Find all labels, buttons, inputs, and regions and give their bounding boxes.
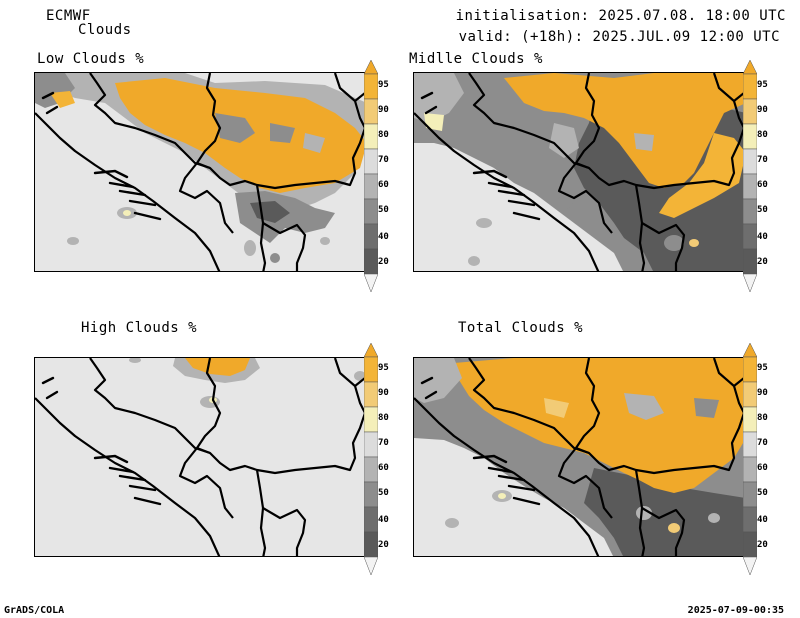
cb1-label-20: 20 — [378, 257, 389, 267]
cb4-label-80: 80 — [757, 413, 768, 423]
cb4-label-95: 95 — [757, 363, 768, 373]
cb2-label-70: 70 — [757, 155, 768, 165]
cb1-label-70: 70 — [378, 155, 389, 165]
footer-software-label: GrADS/COLA — [4, 605, 65, 616]
cb3-label-70: 70 — [378, 438, 389, 448]
colorbar-top — [363, 59, 379, 293]
cb4-label-70: 70 — [757, 438, 768, 448]
cb3-label-90: 90 — [378, 388, 389, 398]
cb2-label-50: 50 — [757, 205, 768, 215]
cb3-label-95: 95 — [378, 363, 389, 373]
colorbar-high — [363, 342, 379, 576]
cb2-label-90: 90 — [757, 105, 768, 115]
cb1-label-60: 60 — [378, 180, 389, 190]
product-label: Clouds — [78, 22, 132, 38]
colorbar-middle — [742, 59, 758, 293]
middle-clouds-map[interactable] — [413, 72, 745, 272]
cb1-label-95: 95 — [378, 80, 389, 90]
cb1-label-80: 80 — [378, 130, 389, 140]
high-clouds-map[interactable] — [34, 357, 366, 557]
cb4-label-50: 50 — [757, 488, 768, 498]
cb1-label-40: 40 — [378, 232, 389, 242]
cb4-label-60: 60 — [757, 463, 768, 473]
cb2-label-95: 95 — [757, 80, 768, 90]
cb3-label-50: 50 — [378, 488, 389, 498]
valid-time-label: valid: (+18h): 2025.JUL.09 12:00 UTC — [458, 29, 780, 45]
cb2-label-20: 20 — [757, 257, 768, 267]
colorbar-bottom — [742, 342, 758, 576]
footer-timestamp: 2025-07-09-00:35 — [687, 605, 784, 616]
middle-clouds-title: Midlle Clouds % — [409, 51, 543, 67]
cb3-label-40: 40 — [378, 515, 389, 525]
cb2-label-80: 80 — [757, 130, 768, 140]
cloud-cover-field — [129, 358, 365, 408]
high-clouds-title: High Clouds % — [81, 320, 198, 336]
low-clouds-title: Low Clouds % — [37, 51, 145, 67]
cb3-label-80: 80 — [378, 413, 389, 423]
low-clouds-map[interactable] — [34, 72, 366, 272]
cb1-label-90: 90 — [378, 105, 389, 115]
cb4-label-20: 20 — [757, 540, 768, 550]
cb2-label-40: 40 — [757, 232, 768, 242]
cb3-label-60: 60 — [378, 463, 389, 473]
initialisation-label: initialisation: 2025.07.08. 18:00 UTC — [455, 8, 786, 24]
cb4-label-40: 40 — [757, 515, 768, 525]
total-clouds-map[interactable] — [413, 357, 745, 557]
cb3-label-20: 20 — [378, 540, 389, 550]
cb4-label-90: 90 — [757, 388, 768, 398]
cb1-label-50: 50 — [378, 205, 389, 215]
total-clouds-title: Total Clouds % — [458, 320, 584, 336]
cb2-label-60: 60 — [757, 180, 768, 190]
model-label: ECMWF — [46, 8, 91, 24]
